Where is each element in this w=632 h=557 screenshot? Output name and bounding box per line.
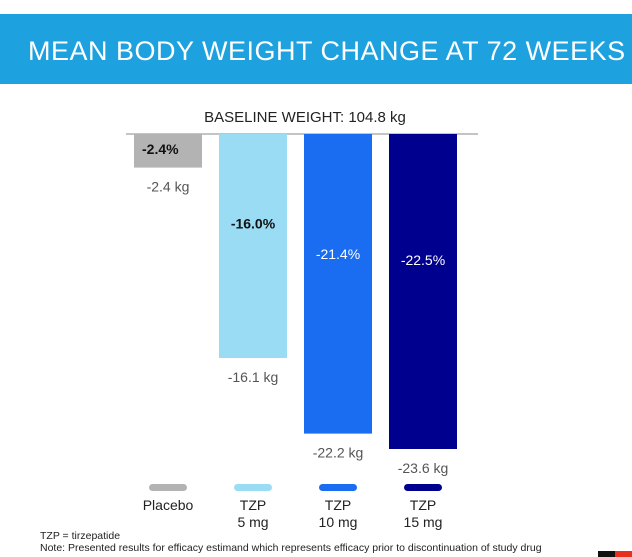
percent-label: -2.4% xyxy=(142,141,179,157)
page-title: MEAN BODY WEIGHT CHANGE AT 72 WEEKS xyxy=(28,36,626,66)
legend-label: TZP xyxy=(410,497,436,513)
percent-label: -22.5% xyxy=(401,252,445,268)
footnote-abbreviation: TZP = tirzepatide xyxy=(40,530,121,542)
title-banner: MEAN BODY WEIGHT CHANGE AT 72 WEEKS xyxy=(0,14,632,84)
bar-chart: BASELINE WEIGHT: 104.8 kg -2.4% -2.4 kg -1… xyxy=(126,109,478,530)
bar-4 xyxy=(389,134,457,449)
percent-label: -21.4% xyxy=(316,246,360,262)
legend-swatch xyxy=(319,484,357,491)
bar-3 xyxy=(304,134,372,434)
footnote-note: Note: Presented results for efficacy est… xyxy=(40,542,542,554)
kg-label: -22.2 kg xyxy=(313,445,364,461)
bar-2 xyxy=(219,134,287,358)
percent-label: -16.0% xyxy=(231,216,276,232)
legend-label: TZP xyxy=(325,497,351,513)
bars-layer: -2.4% -2.4 kg -16.0% -16.1 kg -21.4% -22.2 kg… xyxy=(134,134,457,476)
kg-label: -2.4 kg xyxy=(147,179,190,195)
kg-label: -16.1 kg xyxy=(228,369,279,385)
chart-title: BASELINE WEIGHT: 104.8 kg xyxy=(204,109,406,126)
legend-dose-label: 15 mg xyxy=(404,514,443,530)
legend-swatch xyxy=(149,484,187,491)
legend-dose-label: 5 mg xyxy=(237,514,268,530)
bar-1 xyxy=(134,134,202,168)
legend-label: Placebo xyxy=(143,497,194,513)
legend-swatch xyxy=(234,484,272,491)
legend-label: TZP xyxy=(240,497,266,513)
kg-label: -23.6 kg xyxy=(398,460,449,476)
corner-mark xyxy=(598,551,632,557)
legend-swatch xyxy=(404,484,442,491)
legend-dose-label: 10 mg xyxy=(319,514,358,530)
